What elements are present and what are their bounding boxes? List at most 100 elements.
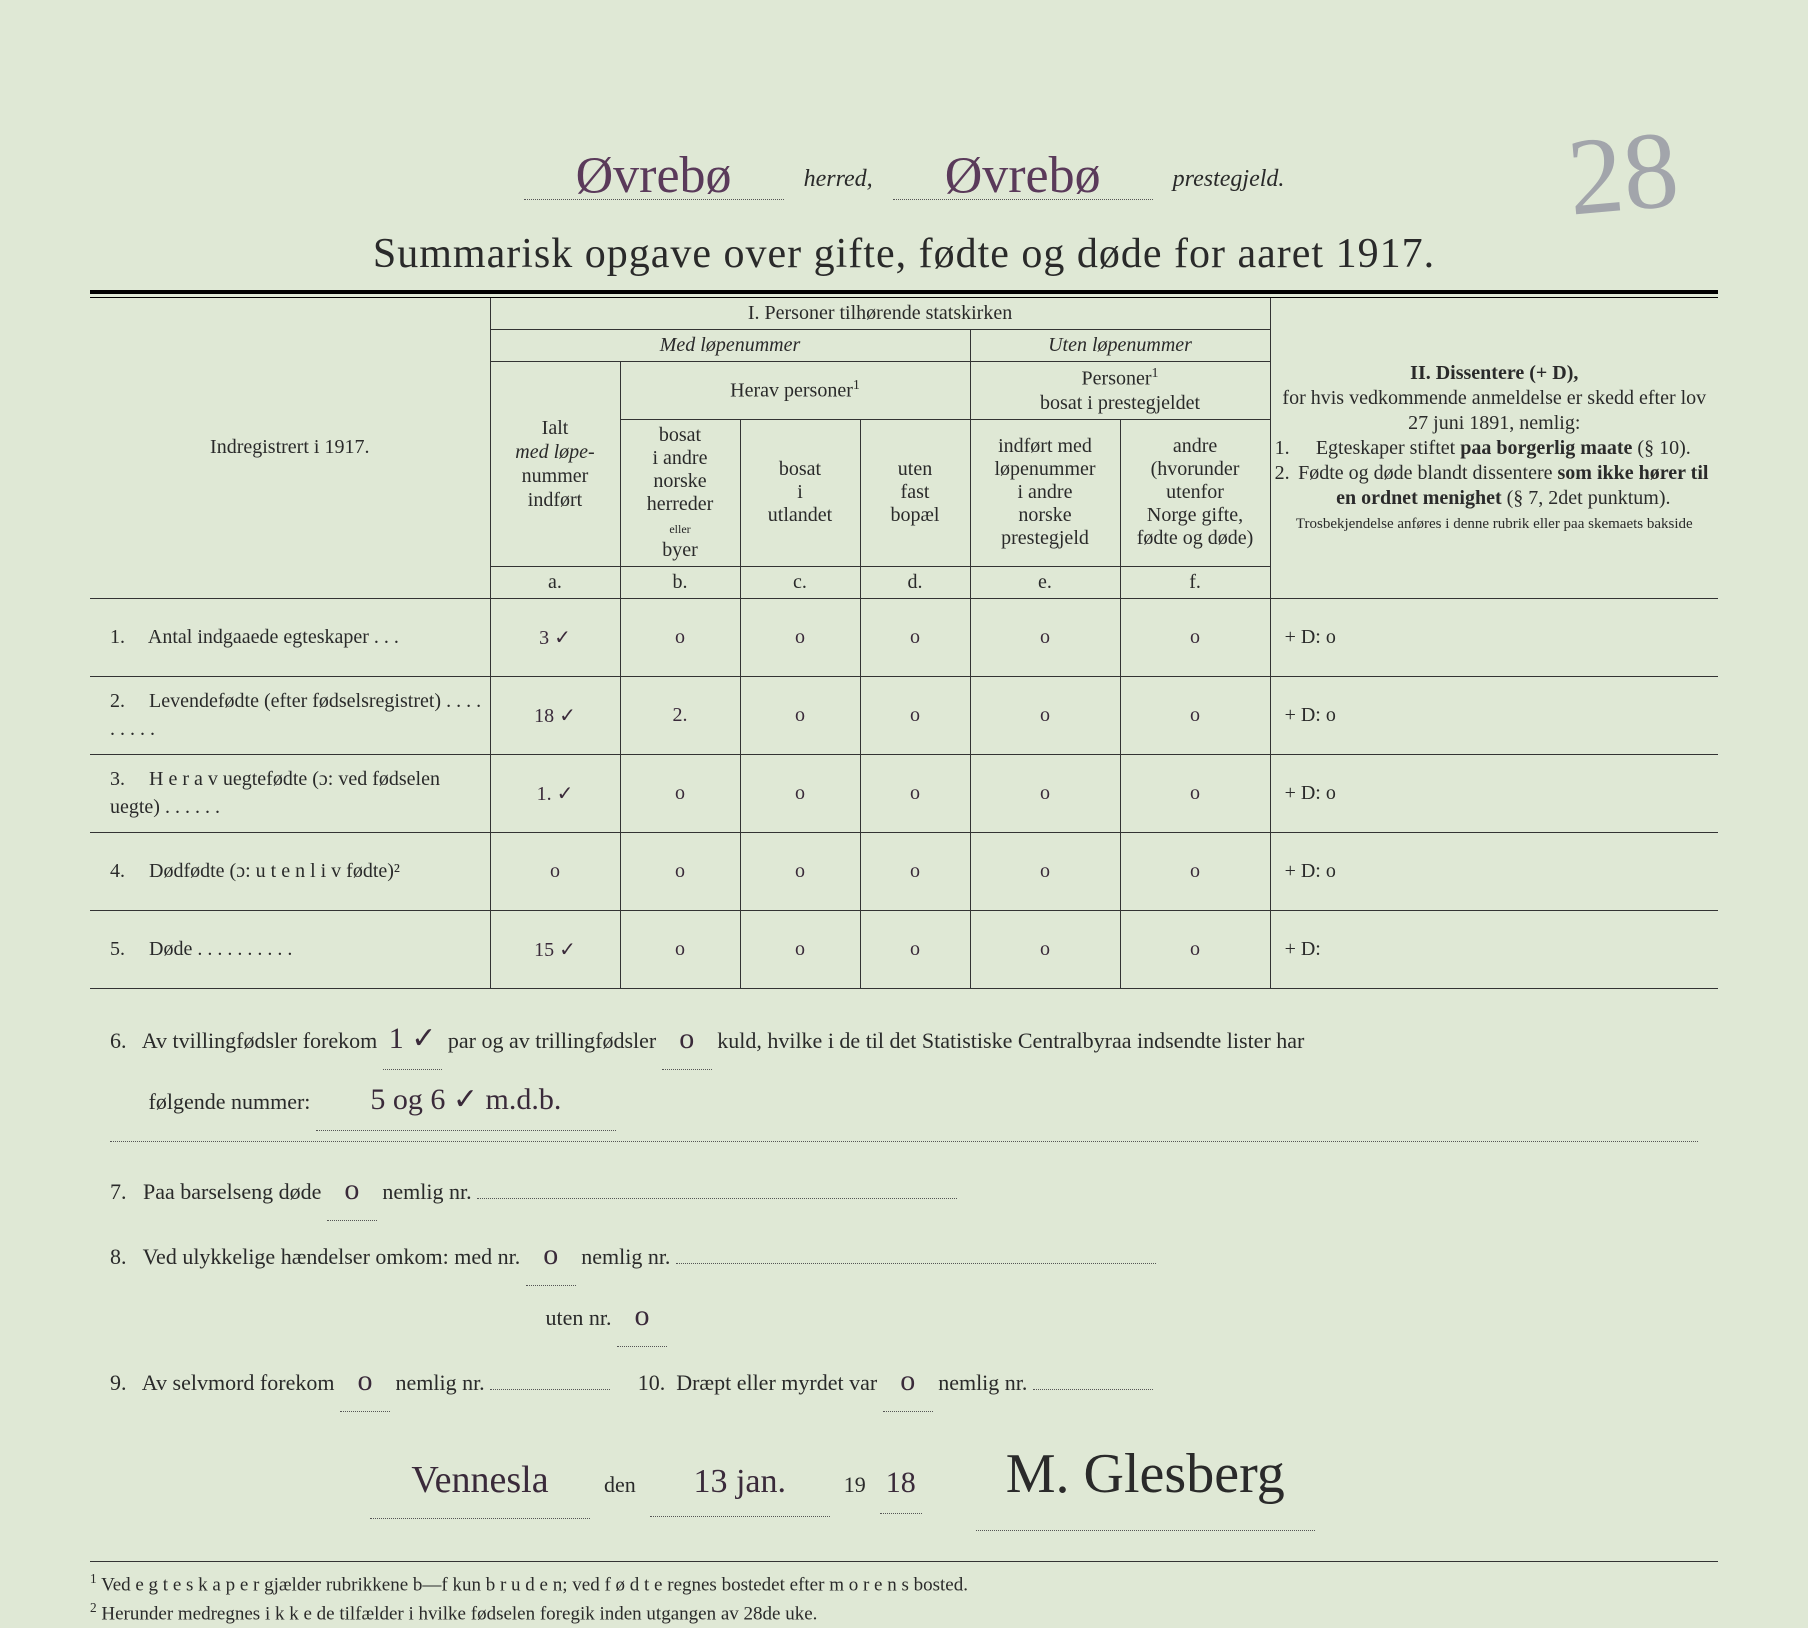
dissenter-item2: Fødte og døde blandt dissentere som ikke… [1295,461,1712,511]
cell-a: 1. ✓ [490,754,620,832]
signature-line: Vennesla den 13 jan. 1918 M. Glesberg [110,1418,1698,1531]
section-2-header: II. Dissentere (+ D), for hvis vedkommen… [1270,298,1718,598]
herred-field: Øvrebø [524,140,784,200]
q10-v1: o [883,1351,933,1412]
cell-b: o [620,754,740,832]
table-row: 5. Døde . . . . . . . . . .15 ✓ooooo+ D: [90,910,1718,988]
footnote-1: 1 Ved e g t e s k a p e r gjælder rubrik… [90,1570,1718,1599]
cell-e: o [970,598,1120,676]
cell-a: o [490,832,620,910]
col-e-header: indført med løpenummer i andre norske pr… [970,419,1120,566]
dissenter-line1: for hvis vedkommende anmeldelse er skedd… [1282,387,1706,434]
table-row: 2. Levendefødte (efter fødselsregistret)… [90,676,1718,754]
col-c-header: bosat i utlandet [740,419,860,566]
cell-b: o [620,598,740,676]
cell-f: o [1120,754,1270,832]
cell-e: o [970,754,1120,832]
cell-d: o [860,754,970,832]
q6-v3: 5 og 6 ✓ m.d.b. [316,1070,616,1131]
col-a-header: Ialt med løpe- nummer indført [490,362,620,567]
q9-q10: 9. Av selvmord forekom o nemlig nr. 10. … [110,1351,1698,1412]
cell-g: + D: o [1270,676,1718,754]
footnotes: 1 Ved e g t e s k a p e r gjælder rubrik… [90,1561,1718,1628]
q6-v2: o [662,1009,712,1070]
section-1-header: I. Personer tilhørende statskirken [490,298,1270,330]
cell-f: o [1120,910,1270,988]
q8-blank [676,1263,1156,1264]
row-label: 2. Levendefødte (efter fødselsregistret)… [90,676,490,754]
divider [110,1141,1698,1142]
med-lope-header: Med løpenummer [490,330,970,362]
row-label: 3. H e r a v uegtefødte (ɔ: ved fødselen… [90,754,490,832]
table-row: 4. Dødfødte (ɔ: u t e n l i v fødte)²ooo… [90,832,1718,910]
cell-e: o [970,676,1120,754]
cell-g: + D: o [1270,754,1718,832]
main-table: Indregistrert i 1917. I. Personer tilhør… [90,298,1718,989]
sig-year: 18 [880,1453,922,1514]
cell-f: o [1120,832,1270,910]
cell-a: 18 ✓ [490,676,620,754]
cell-g: + D: [1270,910,1718,988]
letter-f: f. [1120,566,1270,598]
cell-d: o [860,910,970,988]
cell-c: o [740,676,860,754]
sig-place: Vennesla [370,1442,590,1519]
table-row: 1. Antal indgaaede egteskaper . . .3 ✓oo… [90,598,1718,676]
uten-lope-header: Uten løpenummer [970,330,1270,362]
q9-blank [490,1389,610,1390]
herred-label: herred, [804,166,873,193]
dissenter-note: Trosbekjendelse anføres i denne rubrik e… [1277,515,1712,534]
footnote-2: 2 Herunder medregnes i k k e de tilfælde… [90,1599,1718,1628]
q8: 8. Ved ulykkelige hændelser omkom: med n… [110,1225,1698,1347]
q7-v1: o [327,1160,377,1221]
rule-thick [90,290,1718,294]
col-d-header: uten fast bopæl [860,419,970,566]
questions-block: 6. Av tvillingfødsler forekom 1 ✓ par og… [90,1009,1718,1531]
prestegjeld-value: Øvrebø [945,147,1101,204]
q10-blank [1033,1389,1153,1390]
q6-v1: 1 ✓ [383,1009,443,1070]
dissenter-title: II. Dissentere (+ D), [1410,362,1578,384]
cell-c: o [740,832,860,910]
sig-date: 13 jan. [650,1448,830,1517]
header-line: Øvrebø herred, Øvrebø prestegjeld. 28 [90,140,1718,200]
cell-c: o [740,754,860,832]
letter-e: e. [970,566,1120,598]
left-header-label: Indregistrert i 1917. [96,436,484,459]
letter-a: a. [490,566,620,598]
letter-d: d. [860,566,970,598]
cell-c: o [740,910,860,988]
table-row: 3. H e r a v uegtefødte (ɔ: ved fødselen… [90,754,1718,832]
cell-b: o [620,910,740,988]
cell-d: o [860,598,970,676]
left-header: Indregistrert i 1917. [90,298,490,598]
col-f-header: andre (hvorunder utenfor Norge gifte, fø… [1120,419,1270,566]
q7-blank [477,1198,957,1199]
letter-b: b. [620,566,740,598]
prestegjeld-field: Øvrebø [893,140,1153,200]
cell-f: o [1120,598,1270,676]
cell-f: o [1120,676,1270,754]
signature-name: M. Glesberg [976,1418,1315,1531]
q8-v1: o [526,1225,576,1286]
q9-v1: o [340,1351,390,1412]
cell-a: 15 ✓ [490,910,620,988]
q8-v2: o [617,1286,667,1347]
cell-e: o [970,910,1120,988]
cell-a: 3 ✓ [490,598,620,676]
col-b-header: bosat i andre norske herreder eller byer [620,419,740,566]
herav-header: Herav personer1 [620,362,970,420]
letter-c: c. [740,566,860,598]
cell-g: + D: o [1270,832,1718,910]
cell-e: o [970,832,1120,910]
prestegjeld-label: prestegjeld. [1173,166,1285,193]
herred-value: Øvrebø [576,147,732,204]
cell-d: o [860,832,970,910]
row-label: 5. Døde . . . . . . . . . . [90,910,490,988]
row-label: 1. Antal indgaaede egteskaper . . . [90,598,490,676]
page-number: 28 [1563,105,1684,241]
personer-header: Personer1 bosat i prestegjeldet [970,362,1270,420]
cell-g: + D: o [1270,598,1718,676]
cell-d: o [860,676,970,754]
cell-c: o [740,598,860,676]
